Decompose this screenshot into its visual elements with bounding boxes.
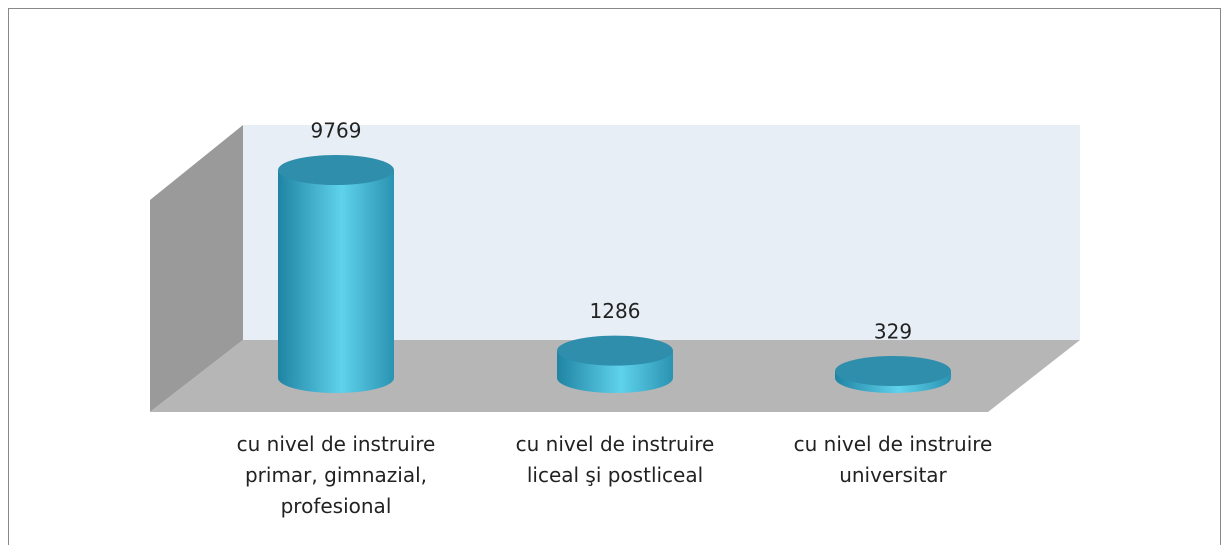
data-label: 9769 (311, 119, 362, 143)
cylinder-top (835, 355, 951, 386)
cylinder-body (278, 170, 394, 393)
side-wall (150, 125, 243, 412)
x-tick-label: cu nivel de instruire liceal şi postlice… (515, 432, 715, 487)
cylinder-top (557, 335, 673, 366)
frame (8, 8, 1221, 545)
cylinder-top (278, 155, 394, 185)
data-label: 329 (874, 319, 912, 343)
x-tick-label: cu nivel de instruire universitar (793, 432, 993, 487)
data-label: 1286 (590, 299, 641, 323)
x-tick-label: cu nivel de instruire primar, gimnazial,… (236, 432, 436, 518)
